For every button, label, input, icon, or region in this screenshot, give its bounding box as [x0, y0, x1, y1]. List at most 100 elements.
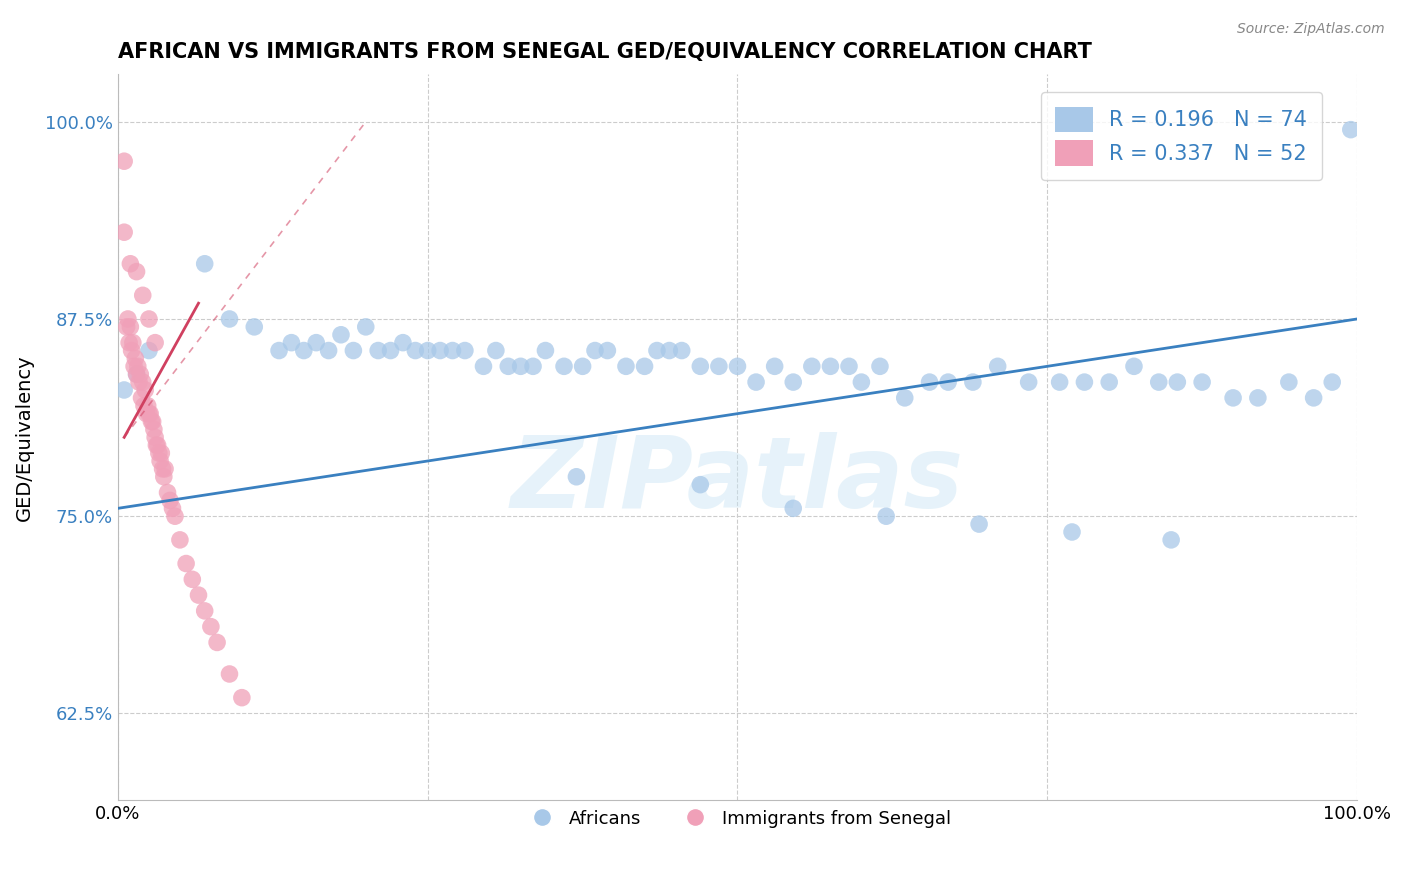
Point	[354, 319, 377, 334]
Point	[136, 399, 159, 413]
Point	[128, 375, 150, 389]
Point	[142, 415, 165, 429]
Point	[404, 343, 426, 358]
Text: ZIPatlas: ZIPatlas	[510, 433, 965, 529]
Point	[112, 383, 135, 397]
Point	[1247, 391, 1270, 405]
Point	[231, 690, 253, 705]
Point	[194, 257, 217, 271]
Point	[496, 359, 519, 374]
Point	[135, 407, 157, 421]
Point	[122, 359, 145, 374]
Point	[522, 359, 544, 374]
Point	[169, 533, 191, 547]
Point	[1278, 375, 1301, 389]
Point	[1302, 391, 1324, 405]
Point	[596, 343, 619, 358]
Point	[763, 359, 786, 374]
Point	[967, 517, 990, 532]
Y-axis label: GED/Equivalency: GED/Equivalency	[15, 354, 34, 521]
Point	[129, 368, 152, 382]
Point	[800, 359, 823, 374]
Legend: Africans, Immigrants from Senegal: Africans, Immigrants from Senegal	[516, 802, 959, 835]
Point	[146, 438, 169, 452]
Point	[134, 383, 156, 397]
Point	[416, 343, 439, 358]
Point	[132, 399, 155, 413]
Point	[838, 359, 860, 374]
Point	[1147, 375, 1170, 389]
Point	[534, 343, 557, 358]
Point	[918, 375, 941, 389]
Point	[121, 343, 143, 358]
Point	[181, 572, 204, 586]
Point	[633, 359, 655, 374]
Point	[893, 391, 915, 405]
Point	[1160, 533, 1182, 547]
Point	[120, 319, 142, 334]
Point	[125, 368, 148, 382]
Point	[342, 343, 364, 358]
Point	[671, 343, 693, 358]
Point	[127, 359, 149, 374]
Point	[117, 312, 139, 326]
Point	[727, 359, 749, 374]
Point	[159, 493, 181, 508]
Point	[125, 265, 148, 279]
Point	[707, 359, 730, 374]
Point	[1018, 375, 1040, 389]
Point	[305, 335, 328, 350]
Point	[187, 588, 209, 602]
Point	[174, 557, 197, 571]
Point	[936, 375, 959, 389]
Point	[392, 335, 415, 350]
Point	[782, 501, 804, 516]
Point	[243, 319, 266, 334]
Point	[987, 359, 1010, 374]
Point	[1166, 375, 1188, 389]
Point	[138, 343, 160, 358]
Point	[280, 335, 302, 350]
Point	[124, 351, 146, 366]
Point	[112, 154, 135, 169]
Point	[267, 343, 290, 358]
Point	[148, 446, 170, 460]
Point	[782, 375, 804, 389]
Point	[472, 359, 495, 374]
Point	[138, 312, 160, 326]
Point	[869, 359, 891, 374]
Point	[205, 635, 228, 649]
Point	[1123, 359, 1146, 374]
Point	[614, 359, 637, 374]
Point	[218, 667, 240, 681]
Point	[1340, 122, 1362, 136]
Text: AFRICAN VS IMMIGRANTS FROM SENEGAL GED/EQUIVALENCY CORRELATION CHART: AFRICAN VS IMMIGRANTS FROM SENEGAL GED/E…	[118, 42, 1092, 62]
Point	[745, 375, 768, 389]
Point	[1222, 391, 1244, 405]
Point	[645, 343, 668, 358]
Point	[194, 604, 217, 618]
Point	[367, 343, 389, 358]
Point	[565, 469, 588, 483]
Point	[162, 501, 184, 516]
Point	[131, 391, 153, 405]
Point	[292, 343, 315, 358]
Point	[689, 359, 711, 374]
Point	[485, 343, 508, 358]
Point	[509, 359, 531, 374]
Point	[141, 415, 163, 429]
Point	[553, 359, 575, 374]
Point	[689, 477, 711, 491]
Point	[218, 312, 240, 326]
Point	[112, 225, 135, 239]
Point	[150, 446, 173, 460]
Point	[1191, 375, 1213, 389]
Point	[1049, 375, 1071, 389]
Point	[583, 343, 606, 358]
Point	[145, 438, 167, 452]
Point	[132, 288, 155, 302]
Point	[153, 469, 176, 483]
Point	[200, 620, 222, 634]
Text: Source: ZipAtlas.com: Source: ZipAtlas.com	[1237, 22, 1385, 37]
Point	[380, 343, 402, 358]
